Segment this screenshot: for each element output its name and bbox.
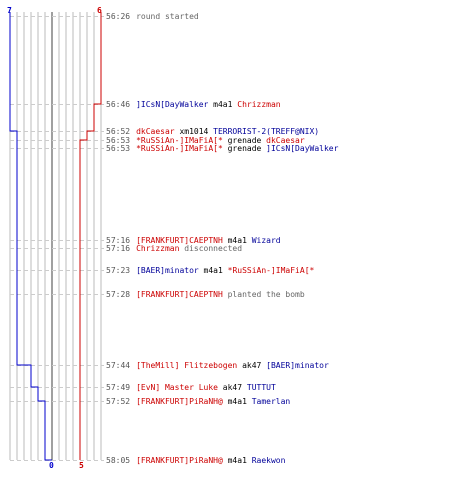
red-team-alive-line <box>79 12 102 460</box>
event-row: 57:44 [TheMill] Flitzebogen ak47 [BAER]mi… <box>106 361 329 370</box>
event-time: 56:53 <box>106 136 131 145</box>
player-name: Chrizzman <box>136 244 180 253</box>
blue-start-count: 7 <box>7 6 12 15</box>
event-time: 57:16 <box>106 244 131 253</box>
event-text: disconnected <box>179 244 243 253</box>
player-name: [FRANKFURT]PiRaNH@ <box>136 456 223 465</box>
event-text: round started <box>136 12 199 21</box>
event-row: 57:28 [FRANKFURT]CAEPTNH planted the bomb <box>106 290 305 299</box>
player-name: [BAER]minator <box>136 266 199 275</box>
blue-team-alive-line <box>9 12 52 461</box>
weapon-label: grenade <box>222 144 267 153</box>
event-time: 57:23 <box>106 266 131 275</box>
event-time: 56:26 <box>106 12 131 21</box>
player-name: *RuSSiAn-]IMaFiA[* <box>136 136 223 145</box>
red-end-count: 5 <box>79 461 84 470</box>
event-time: 56:46 <box>106 100 131 109</box>
weapon-label: m4a1 <box>222 236 252 245</box>
event-row: 56:46 ]ICsN[DayWalker m4a1 Chrizzman <box>106 100 281 109</box>
player-name: [TheMill] Flitzebogen <box>136 361 238 370</box>
player-name: [BAER]minator <box>266 361 329 370</box>
event-row: 56:52 dkCaesar xm1014 TERRORIST-2(TREFF@N… <box>106 127 319 136</box>
weapon-label: grenade <box>222 136 267 145</box>
player-name: [FRANKFURT]CAEPTNH <box>136 236 223 245</box>
event-time: 57:28 <box>106 290 131 299</box>
event-row: 56:53 *RuSSiAn-]IMaFiA[* grenade ]ICsN[Da… <box>106 144 338 153</box>
player-name: TERRORIST-2(TREFF@NIX) <box>213 127 320 136</box>
player-name: Raekwon <box>251 456 286 465</box>
weapon-label: m4a1 <box>222 397 252 406</box>
event-time: 58:05 <box>106 456 131 465</box>
player-name: ]ICsN[DayWalker <box>136 100 209 109</box>
player-name: Chrizzman <box>237 100 281 109</box>
event-time: 56:52 <box>106 127 131 136</box>
player-name: [FRANKFURT]PiRaNH@ <box>136 397 223 406</box>
player-name: [FRANKFURT]CAEPTNH <box>136 290 223 299</box>
event-row: 57:16 [FRANKFURT]CAEPTNH m4a1 Wizard <box>106 236 281 245</box>
red-start-count: 6 <box>97 6 102 15</box>
blue-end-count: 0 <box>49 461 54 470</box>
weapon-label: m4a1 <box>222 456 252 465</box>
event-row: 56:53 *RuSSiAn-]IMaFiA[* grenade dkCaesar <box>106 136 305 145</box>
weapon-label: ak47 <box>217 383 247 392</box>
weapon-label: m4a1 <box>198 266 228 275</box>
event-time: 57:52 <box>106 397 131 406</box>
player-name: ]ICsN[DayWalker <box>266 144 339 153</box>
event-row: 56:26 round started <box>106 12 199 21</box>
event-row: 57:23 [BAER]minator m4a1 *RuSSiAn-]IMaFiA… <box>106 266 314 275</box>
player-name: dkCaesar <box>136 127 175 136</box>
player-name: TUTTUT <box>246 383 276 392</box>
weapon-label: ak47 <box>237 361 267 370</box>
weapon-label: m4a1 <box>208 100 238 109</box>
player-name: Tamerlan <box>251 397 291 406</box>
event-text: planted the bomb <box>222 290 305 299</box>
player-name: Wizard <box>251 236 281 245</box>
player-name: *RuSSiAn-]IMaFiA[* <box>136 144 223 153</box>
event-row: 58:05 [FRANKFURT]PiRaNH@ m4a1 Raekwon <box>106 456 285 465</box>
event-time: 57:49 <box>106 383 131 392</box>
player-name: [EvN] Master Luke <box>136 383 218 392</box>
event-time: 56:53 <box>106 144 131 153</box>
event-time: 57:16 <box>106 236 131 245</box>
player-name: dkCaesar <box>266 136 305 145</box>
event-row: 57:49 [EvN] Master Luke ak47 TUTTUT <box>106 383 276 392</box>
player-name: *RuSSiAn-]IMaFiA[* <box>227 266 315 275</box>
event-time: 57:44 <box>106 361 131 370</box>
weapon-label: xm1014 <box>174 127 214 136</box>
event-row: 57:16 Chrizzman disconnected <box>106 244 242 253</box>
event-row: 57:52 [FRANKFURT]PiRaNH@ m4a1 Tamerlan <box>106 397 290 406</box>
